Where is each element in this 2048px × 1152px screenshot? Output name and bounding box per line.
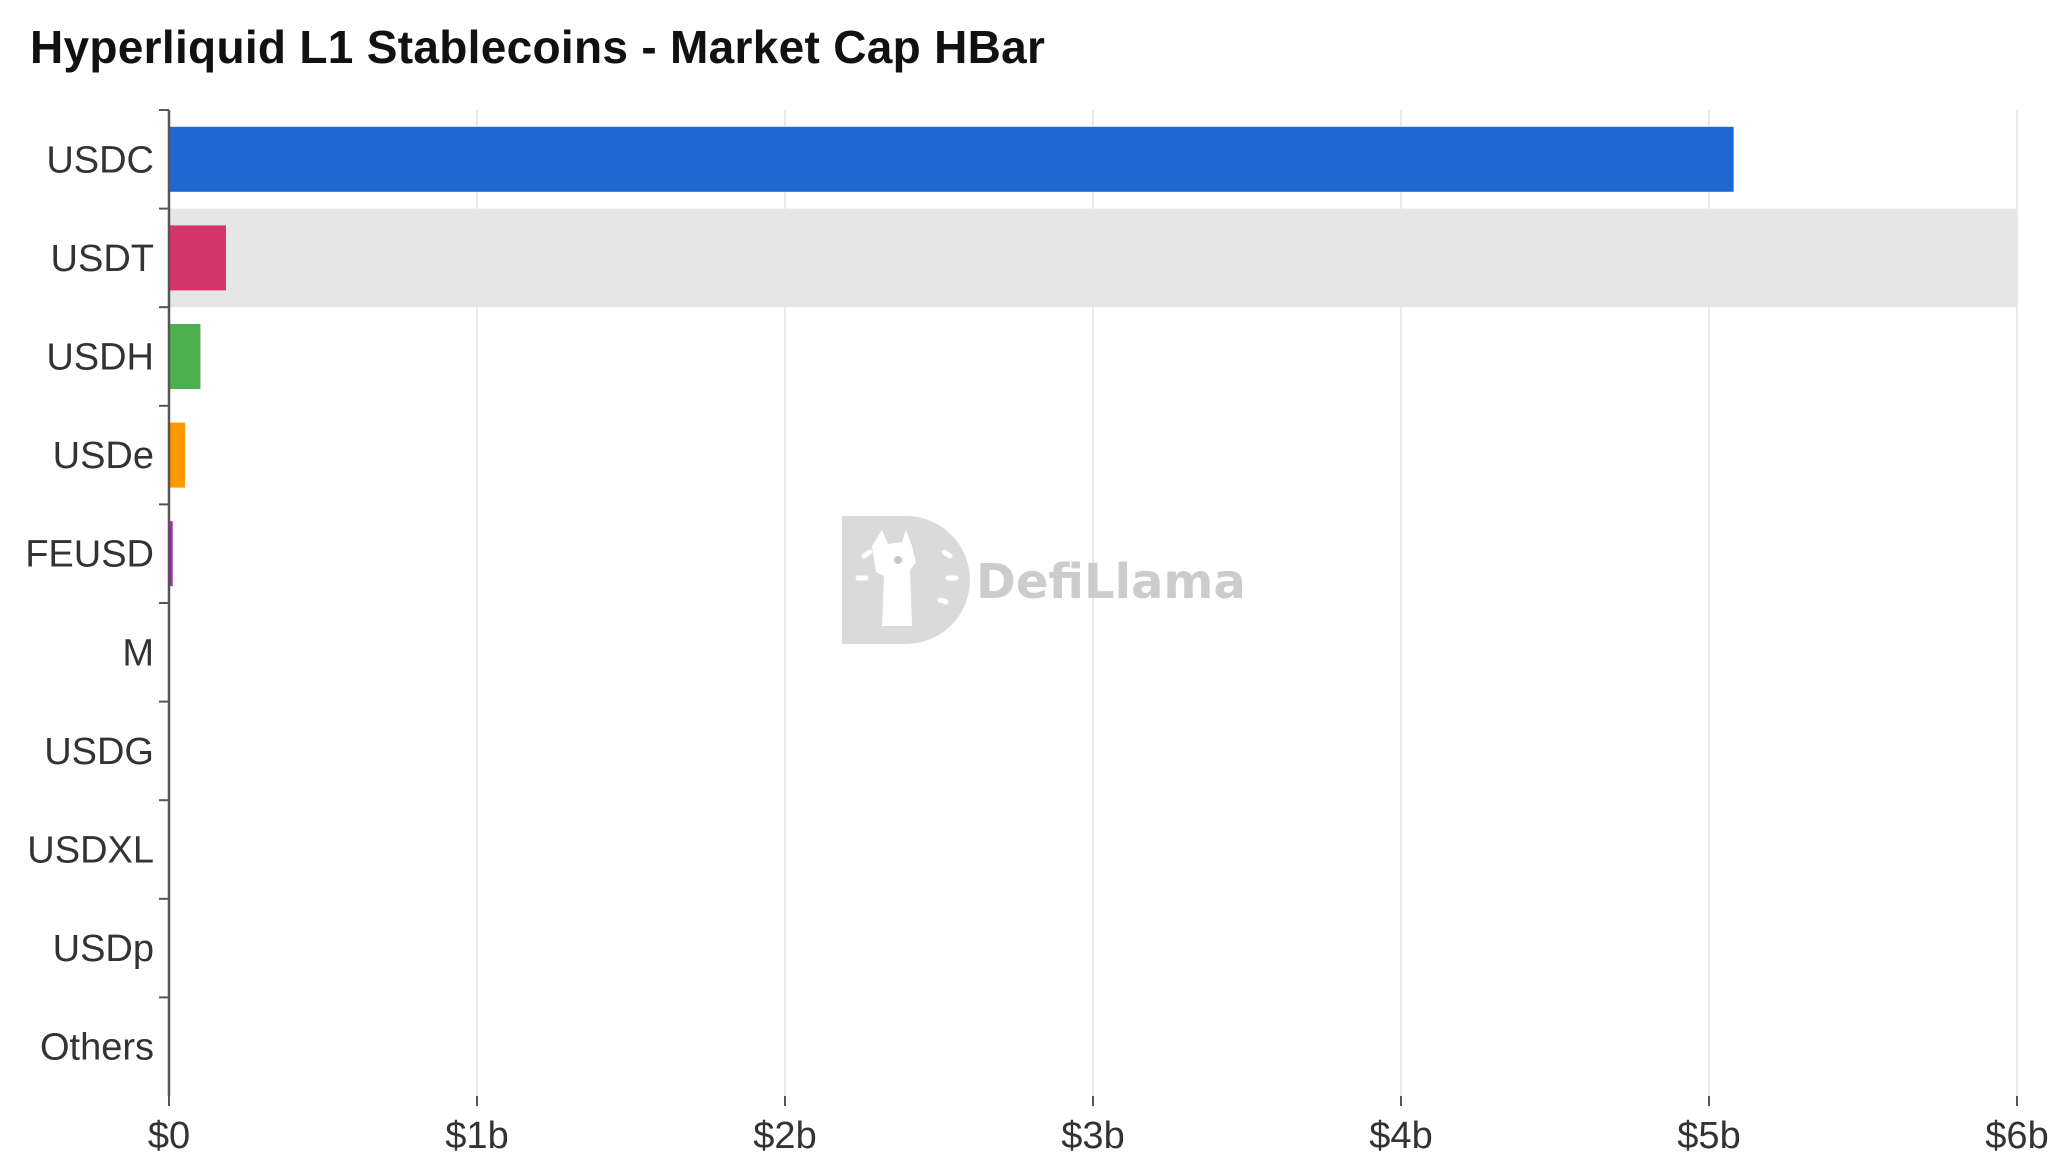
- category-label: M: [122, 632, 154, 674]
- category-label: USDT: [51, 238, 154, 280]
- x-tick-label: $2b: [753, 1115, 816, 1152]
- bar-feusd[interactable]: [169, 521, 173, 587]
- bar-usdc[interactable]: [169, 126, 1734, 192]
- axes: $0 $1b $2b $3b $4b $5b $6b USDC USDT USDH USDe FEUS…: [25, 109, 2048, 1152]
- chart-title: Hyperliquid L1 Stablecoins - Market Cap …: [30, 21, 1046, 73]
- x-tick-label: $6b: [1985, 1115, 2048, 1152]
- watermark-label: DefiLlama: [976, 554, 1246, 610]
- x-tick-label: $1b: [445, 1115, 508, 1152]
- x-tick-label: $5b: [1677, 1115, 1740, 1152]
- category-label: USDH: [46, 337, 154, 379]
- hover-highlight: [169, 208, 2017, 308]
- x-tick-label: $3b: [1061, 1115, 1124, 1152]
- hover-band-usdt: [169, 208, 2017, 308]
- x-tick-label: $4b: [1369, 1115, 1432, 1152]
- category-label: FEUSD: [25, 534, 154, 576]
- x-tick-label: $0: [148, 1115, 190, 1152]
- category-label: USDe: [53, 435, 154, 477]
- bars: [169, 126, 1734, 1080]
- category-label: Others: [40, 1027, 154, 1069]
- category-label: USDp: [53, 928, 154, 970]
- category-label: USDXL: [27, 830, 154, 872]
- bar-usdh[interactable]: [169, 324, 201, 389]
- watermark: DefiLlama: [842, 516, 1246, 644]
- llama-logo-icon: [842, 516, 970, 644]
- category-label: USDG: [44, 731, 154, 773]
- bar-usdt[interactable]: [169, 225, 226, 291]
- category-label: USDC: [46, 139, 154, 181]
- bar-usde[interactable]: [169, 422, 186, 488]
